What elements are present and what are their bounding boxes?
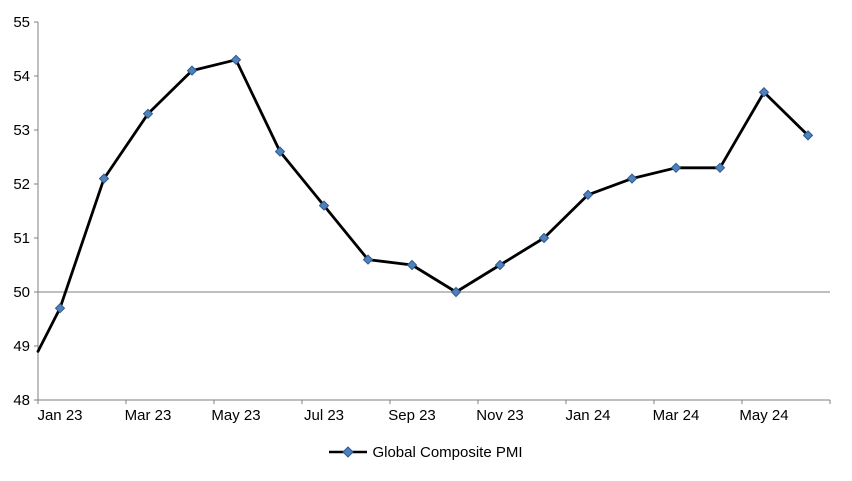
data-point-marker bbox=[450, 286, 462, 298]
data-point-marker bbox=[98, 173, 110, 184]
data-point-marker bbox=[186, 65, 198, 76]
y-axis-tick-label: 51 bbox=[13, 230, 30, 247]
y-axis-tick-label: 52 bbox=[13, 176, 30, 193]
x-axis-tick-label: Sep 23 bbox=[388, 407, 436, 424]
data-point-marker bbox=[362, 254, 374, 265]
y-axis-tick-label: 55 bbox=[13, 14, 30, 31]
x-axis-tick-label: Mar 24 bbox=[653, 407, 700, 424]
chart-legend: Global Composite PMI bbox=[0, 440, 852, 464]
x-axis-tick-label: Mar 23 bbox=[125, 407, 172, 424]
legend-label: Global Composite PMI bbox=[372, 443, 523, 461]
data-point-marker bbox=[230, 54, 242, 66]
x-axis-tick-label: Jan 23 bbox=[37, 407, 82, 424]
x-axis-tick-label: Nov 23 bbox=[476, 407, 524, 424]
x-axis-tick-label: May 24 bbox=[739, 407, 788, 424]
data-point-marker bbox=[626, 173, 638, 184]
data-point-marker bbox=[758, 86, 770, 98]
legend-diamond-marker-icon bbox=[342, 446, 355, 458]
data-point-marker bbox=[494, 259, 506, 271]
y-axis-tick-label: 50 bbox=[13, 284, 30, 301]
data-point-marker bbox=[538, 232, 550, 244]
x-axis-tick-label: Jul 23 bbox=[304, 407, 344, 424]
x-axis-tick-label: May 23 bbox=[211, 407, 260, 424]
pmi-series-line bbox=[36, 58, 810, 353]
y-axis-tick-label: 49 bbox=[13, 338, 30, 355]
data-point-marker bbox=[670, 162, 682, 174]
chart-plot-area: 48 49 50 51 52 53 54 55 Jan 23 Mar 23 May 23 Jul 23… bbox=[13, 14, 831, 424]
x-axis-tick-label: Jan 24 bbox=[565, 407, 610, 424]
data-point-marker bbox=[582, 189, 594, 201]
y-axis-tick-label: 48 bbox=[13, 392, 30, 409]
y-axis-tick-label: 54 bbox=[13, 68, 30, 85]
data-point-marker bbox=[274, 146, 286, 157]
data-point-marker bbox=[54, 302, 66, 314]
data-point-marker bbox=[318, 200, 330, 211]
data-point-marker bbox=[714, 162, 726, 174]
data-point-marker bbox=[142, 108, 154, 120]
legend-line-marker-icon bbox=[329, 446, 368, 458]
data-point-marker bbox=[802, 130, 814, 141]
data-point-marker bbox=[406, 259, 418, 271]
y-axis-tick-label: 53 bbox=[13, 122, 30, 139]
